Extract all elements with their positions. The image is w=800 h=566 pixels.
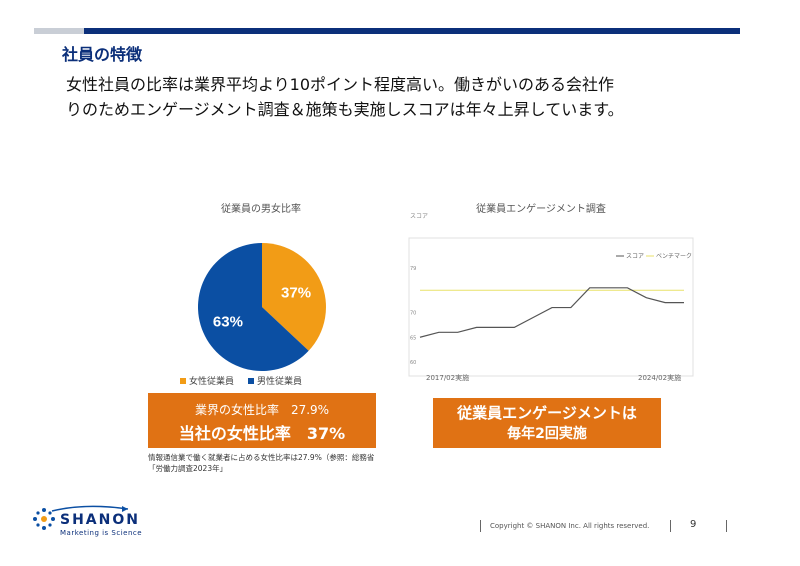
lead-text: 女性社員の比率は業界平均より10ポイント程度高い。働きがいのある会社作 りのため… (66, 72, 746, 122)
engagement-line-chart: スコア スコア ベンチマーク 79 70 65 60 2017/02実施 2024/0… (408, 213, 694, 382)
pie-slice-female (262, 243, 326, 351)
footer-divider-left (480, 520, 481, 532)
shanon-logo-icon (33, 505, 129, 530)
legend-label-female: 女性従業員 (189, 377, 235, 387)
engagement-callout: 従業員エンゲージメントは 毎年2回実施 (433, 398, 661, 448)
line-legend: スコア ベンチマーク (616, 253, 692, 260)
y-axis-label: スコア (410, 213, 428, 220)
y-ticks: 79 70 65 60 (410, 266, 416, 366)
logo-tagline: Marketing is Science (60, 529, 143, 537)
plot-frame (408, 237, 694, 377)
legend-item-female: 女性従業員 (180, 374, 234, 387)
legend-swatch-male (248, 377, 255, 384)
lead-line-2: りのためエンゲージメント調査＆施策も実施しスコアは年々上昇しています。 (66, 100, 624, 119)
score-line (419, 287, 684, 338)
engagement-callout-line-2: 毎年2回実施 (507, 426, 587, 442)
line-chart-title: 従業員エンゲージメント調査 (476, 204, 606, 215)
footnote: 情報通信業で働く就業者に占める女性比率は27.9%（参照：総務省「労働力調査20… (148, 453, 375, 473)
legend-benchmark: ベンチマーク (656, 253, 692, 260)
lead-line-1: 女性社員の比率は業界平均より10ポイント程度高い。働きがいのある会社作 (66, 75, 615, 94)
footer-divider-middle (670, 520, 671, 532)
x-label-start: 2017/02実施 (426, 373, 469, 382)
header-accent-gray (34, 28, 84, 34)
pie-slice-male (198, 243, 309, 371)
footer-divider-right (726, 520, 727, 532)
gender-pie-chart: 37% 63% (198, 243, 326, 371)
female-ratio-callout: 業界の女性比率 27.9% 当社の女性比率 37% (148, 393, 376, 448)
legend-score: スコア (626, 253, 644, 260)
y-tick-label: 65 (410, 335, 416, 341)
y-tick-label: 70 (410, 311, 416, 317)
company-ratio-text: 当社の女性比率 37% (178, 424, 346, 443)
logo-wordmark: SHANON (60, 512, 140, 528)
y-tick-label: 79 (410, 266, 416, 272)
legend-swatch-female (180, 377, 186, 384)
header-accent-bar (84, 28, 740, 34)
x-label-end: 2024/02実施 (638, 373, 681, 382)
engagement-callout-line-1: 従業員エンゲージメントは (457, 404, 637, 422)
page-number: 9 (690, 519, 697, 530)
pie-legend: 女性従業員 男性従業員 (180, 374, 302, 387)
pie-label-female: 37% (281, 284, 311, 301)
copyright-text: Copyright © SHANON Inc. All rights reser… (490, 522, 650, 530)
page-title: 社員の特徴 (62, 45, 143, 64)
y-tick-label: 60 (410, 360, 416, 366)
pie-label-male: 63% (213, 314, 243, 331)
industry-ratio-text: 業界の女性比率 27.9% (194, 403, 330, 417)
pie-chart-title: 従業員の男女比率 (221, 204, 301, 215)
legend-label-male: 男性従業員 (257, 377, 303, 387)
legend-item-male: 男性従業員 (248, 374, 302, 387)
